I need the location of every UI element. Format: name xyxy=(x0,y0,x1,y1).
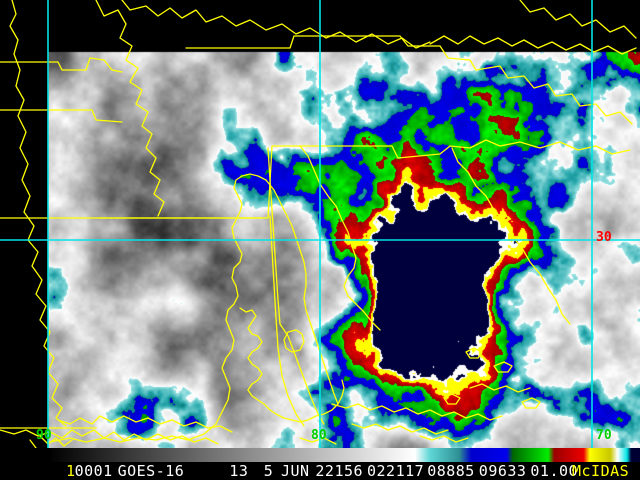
line-coordinate-field: 08885 xyxy=(427,462,475,480)
day-field: 5 xyxy=(263,462,274,480)
latitude-label-30: 30 xyxy=(596,230,612,245)
enhancement-colorbar[interactable] xyxy=(48,448,640,462)
longitude-label-80: 80 xyxy=(311,428,327,443)
band-id-field: 0001 xyxy=(74,462,113,480)
resolution-field: 01.00 xyxy=(530,462,579,480)
channel-number-field: 13 xyxy=(229,462,249,480)
frame-number: 1 xyxy=(66,462,76,480)
status-annotation-bar: 1 0001 GOES-16 13 5 JUN 22156 022117 088… xyxy=(0,462,640,480)
julian-date-field: 22156 xyxy=(315,462,364,480)
colorbar-canvas[interactable] xyxy=(48,448,640,462)
infrared-satellite-canvas[interactable] xyxy=(0,0,640,448)
longitude-label-70: 70 xyxy=(596,428,612,443)
satellite-name-field: GOES-16 xyxy=(117,462,185,480)
mcidas-branding-label: McIDAS xyxy=(572,462,630,480)
longitude-label-90: 90 xyxy=(36,428,52,443)
time-utc-field: 022117 xyxy=(367,462,425,480)
month-field: JUN xyxy=(281,462,310,480)
element-coordinate-field: 09633 xyxy=(478,462,527,480)
satellite-image-area[interactable] xyxy=(0,0,640,448)
